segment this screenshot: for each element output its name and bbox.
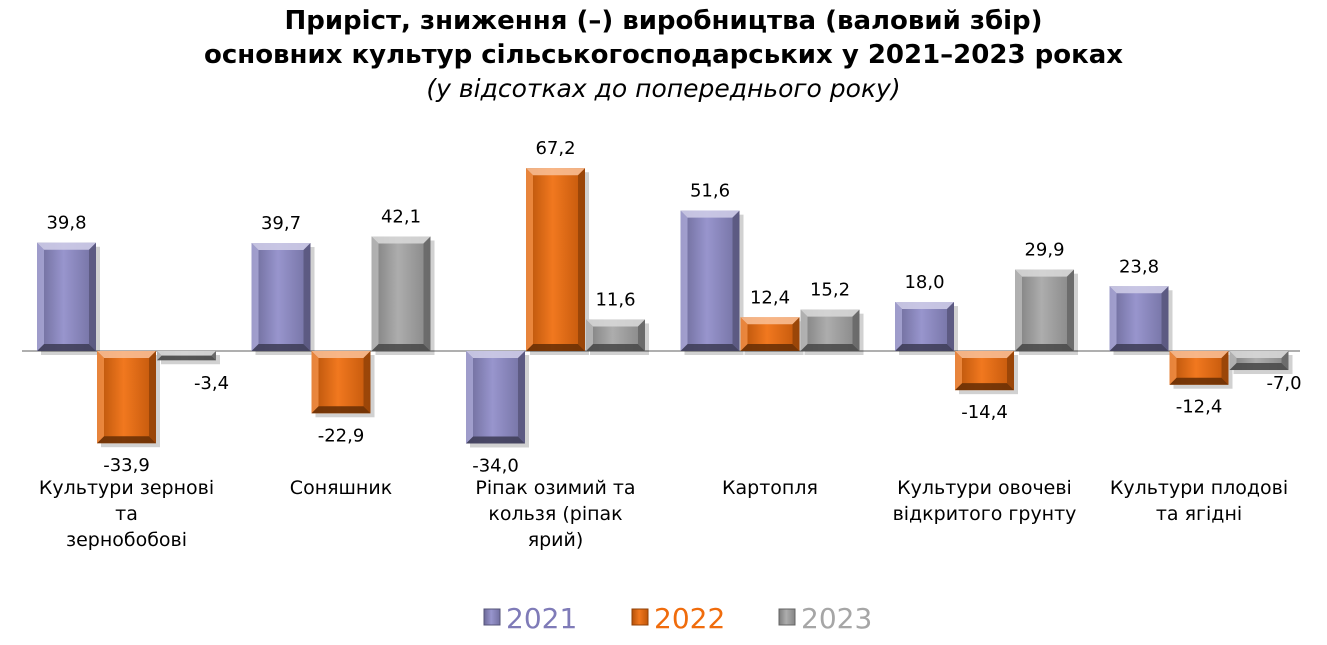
bar-2022-5 bbox=[955, 351, 1018, 395]
value-label-2021-5: 18,0 bbox=[904, 272, 944, 293]
category-label-5: Культури овочеві відкритого грунту bbox=[893, 477, 1077, 525]
value-label-2022-2: -22,9 bbox=[318, 425, 365, 446]
bar-2022-1 bbox=[97, 351, 160, 448]
value-label-2023-6: -7,0 bbox=[1266, 373, 1301, 394]
value-label-2021-2: 39,7 bbox=[261, 213, 301, 234]
legend-swatch-2021 bbox=[483, 608, 501, 626]
legend-label-2021: 2021 bbox=[506, 602, 577, 635]
value-label-2022-3: 67,2 bbox=[535, 138, 575, 159]
chart-title-block: Приріст, зниження (–) виробництва (валов… bbox=[0, 4, 1327, 106]
value-label-2022-5: -14,4 bbox=[961, 402, 1008, 423]
bar-2022-2 bbox=[311, 351, 375, 418]
bar-2021-2 bbox=[251, 243, 315, 355]
category-label-2: Соняшник bbox=[290, 477, 392, 499]
value-label-2022-6: -12,4 bbox=[1176, 397, 1223, 418]
bar-2022-4 bbox=[740, 317, 804, 355]
legend-item-2022: 2022 bbox=[631, 602, 725, 635]
bar-2022-3 bbox=[526, 168, 589, 355]
legend-label-2023: 2023 bbox=[801, 602, 872, 635]
legend-swatch-2022 bbox=[631, 608, 649, 626]
bar-2022-6 bbox=[1169, 351, 1233, 389]
value-label-2021-4: 51,6 bbox=[690, 181, 730, 202]
bar-2023-1 bbox=[157, 351, 220, 365]
bar-2023-5 bbox=[1015, 269, 1078, 355]
bar-2021-1 bbox=[37, 242, 100, 355]
bar-2023-3 bbox=[586, 319, 649, 355]
bar-2021-6 bbox=[1109, 286, 1173, 355]
chart-subtitle: (у відсотках до попереднього року) bbox=[426, 74, 901, 103]
bar-2021-5 bbox=[895, 302, 958, 355]
legend-swatch-2023 bbox=[778, 608, 796, 626]
category-label-1: Культури зернові та зернобобові bbox=[39, 477, 214, 551]
chart-title-line-1: Приріст, зниження (–) виробництва (валов… bbox=[284, 6, 1043, 36]
value-label-2021-1: 39,8 bbox=[46, 213, 86, 234]
value-label-2023-3: 11,6 bbox=[595, 289, 635, 310]
value-label-2023-4: 15,2 bbox=[810, 280, 850, 301]
value-label-2023-2: 42,1 bbox=[381, 206, 421, 227]
value-label-2022-1: -33,9 bbox=[103, 455, 150, 476]
category-label-6: Культури плодові та ягідні bbox=[1110, 477, 1288, 525]
value-label-2021-6: 23,8 bbox=[1119, 256, 1159, 277]
value-label-2023-5: 29,9 bbox=[1024, 240, 1064, 261]
bar-2023-2 bbox=[371, 236, 435, 355]
category-label-3: Ріпак озимий та кользя (ріпак ярий) bbox=[475, 477, 635, 551]
value-label-2022-4: 12,4 bbox=[750, 287, 790, 308]
value-label-2021-3: -34,0 bbox=[472, 455, 519, 476]
chart-title-line-2: основних культур сільськогосподарських у… bbox=[203, 40, 1124, 70]
bar-2023-4 bbox=[800, 309, 864, 355]
legend-label-2022: 2022 bbox=[654, 602, 725, 635]
bar-2021-4 bbox=[680, 210, 744, 355]
bar-2023-6 bbox=[1229, 351, 1293, 375]
legend-item-2023: 2023 bbox=[778, 602, 872, 635]
value-label-2023-1: -3,4 bbox=[194, 373, 229, 394]
bar-2021-3 bbox=[466, 351, 529, 448]
legend-item-2021: 2021 bbox=[483, 602, 577, 635]
category-label-4: Картопля bbox=[722, 477, 818, 499]
